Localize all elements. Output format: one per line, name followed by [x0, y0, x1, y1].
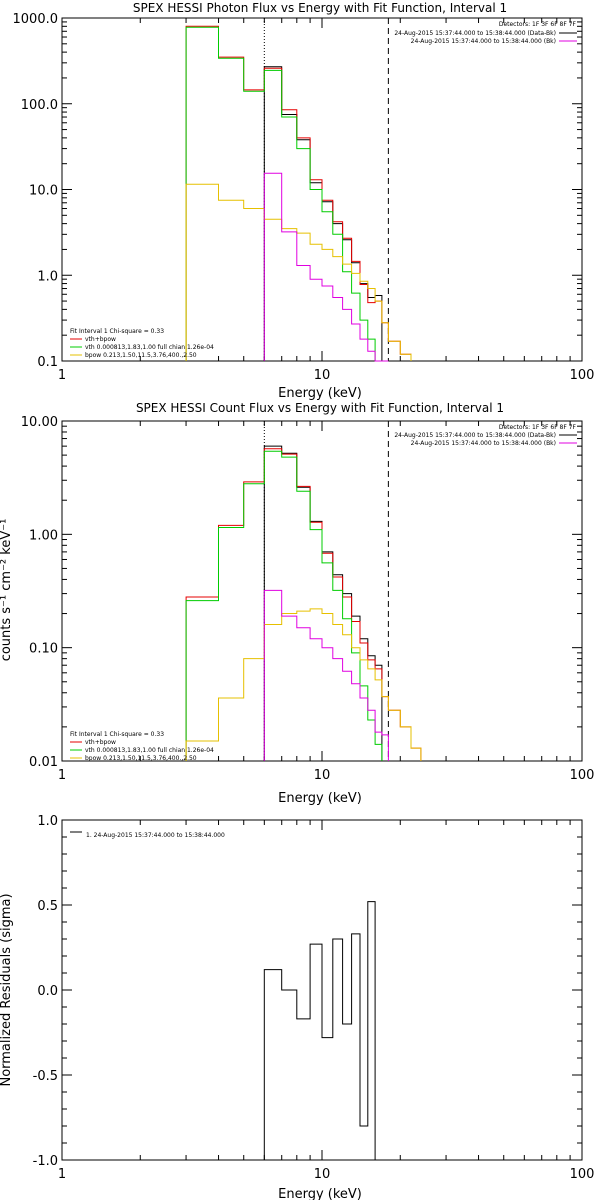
count-x-tick-label: 100	[570, 768, 595, 783]
resid-y-tick-label: -0.5	[33, 1069, 58, 1084]
count-legend-bpow: bpow 0.213,1.50,11.5,3.76,400.,2.50	[85, 755, 197, 762]
photon-info-line-1: Detectors: 1F 3F 6F 8F 7F	[499, 21, 577, 28]
photon-legend-bpow: bpow 0.213,1.50,11.5,3.76,400.,2.50	[85, 352, 197, 359]
count-series-total	[263, 445, 383, 761]
count-y-tick-label: 10.00	[21, 415, 58, 430]
count-y-tick-label: 0.10	[29, 642, 58, 657]
photon-plot-area: 1 10 100 0.1 1.0 10.0 100.0 1000.0	[13, 12, 595, 383]
resid-x-tick-label: 10	[314, 1167, 331, 1182]
resid-y-tick-label: 0.5	[37, 899, 58, 914]
photon-y-ticks: 0.1 1.0 10.0 100.0 1000.0	[13, 12, 582, 370]
count-y-label: counts s⁻¹ cm⁻² keV⁻¹	[0, 519, 14, 662]
photon-series-sum	[185, 25, 412, 361]
resid-series-resid	[263, 901, 376, 1160]
photon-y-tick-label: 10.0	[29, 184, 58, 199]
photon-y-tick-label: 1000.0	[13, 12, 59, 27]
photon-y-tick-label: 100.0	[21, 98, 58, 113]
residual-panel: 1 10 100 -1.0 -0.5 0.0 0.5 1.0 Energy (keV) Nor…	[0, 814, 594, 1200]
residual-y-label: Normalized Residuals (sigma)	[0, 893, 14, 1086]
photon-panel: SPEX HESSI Photon Flux vs Energy with Fi…	[13, 1, 595, 401]
resid-y-tick-label: -1.0	[33, 1154, 58, 1169]
photon-x-tick-label: 100	[570, 368, 595, 383]
photon-series-bkg	[263, 172, 389, 362]
count-x-tick-label: 1	[58, 768, 66, 783]
residual-legend-label: 1. 24-Aug-2015 15:37:44.000 to 15:38:44.…	[86, 832, 225, 839]
resid-y-tick-label: 1.0	[37, 814, 58, 829]
count-x-label: Energy (keV)	[278, 791, 362, 806]
photon-series-vth	[185, 26, 382, 362]
count-series-bpow	[185, 608, 422, 761]
photon-series-bpow	[185, 183, 412, 361]
resid-x-tick-label: 100	[570, 1167, 595, 1182]
count-legend-title: Fit Interval 1 Chi-square = 0.33	[70, 731, 164, 738]
photon-x-label: Energy (keV)	[278, 386, 362, 401]
count-y-tick-label: 1.00	[29, 528, 58, 543]
count-plot-area: 1 10 100 0.01 0.10 1.00 10.00	[21, 415, 595, 783]
photon-y-tick-label: 1.0	[37, 269, 58, 284]
count-legend-sum: vth+bpow	[85, 739, 116, 746]
photon-info-line-2: 24-Aug-2015 15:37:44.000 to 15:38:44.000…	[394, 30, 556, 37]
count-info-line-3: 24-Aug-2015 15:37:44.000 to 15:38:44.000…	[411, 440, 556, 447]
count-title: SPEX HESSI Count Flux vs Energy with Fit…	[136, 401, 504, 415]
photon-title: SPEX HESSI Photon Flux vs Energy with Fi…	[133, 1, 507, 15]
count-panel: SPEX HESSI Count Flux vs Energy with Fit…	[0, 401, 594, 806]
residual-plot-area: 1 10 100 -1.0 -0.5 0.0 0.5 1.0	[33, 814, 595, 1182]
count-x-ticks: 1 10 100	[58, 421, 595, 783]
photon-x-tick-label: 10	[314, 368, 331, 383]
photon-series-total	[263, 66, 383, 361]
photon-x-tick-label: 1	[58, 368, 66, 383]
resid-x-ticks: 1 10 100	[58, 820, 595, 1182]
count-info-line-2: 24-Aug-2015 15:37:44.000 to 15:38:44.000…	[394, 432, 556, 439]
count-x-tick-label: 10	[314, 768, 331, 783]
count-y-tick-label: 0.01	[29, 755, 58, 770]
resid-y-tick-label: 0.0	[37, 984, 58, 999]
count-series-bkg	[263, 589, 389, 761]
photon-legend-title: Fit Interval 1 Chi-square = 0.33	[70, 328, 164, 335]
count-frame	[61, 420, 583, 762]
photon-legend-sum: vth+bpow	[85, 336, 116, 343]
count-info-line-1: Detectors: 1F 3F 6F 8F 7F	[499, 424, 577, 431]
count-series-vth	[185, 450, 383, 761]
count-legend-vth: vth 0.000813,1.83,1.00 full chian 1.26e-…	[85, 747, 214, 754]
resid-y-ticks: -1.0 -0.5 0.0 0.5 1.0	[33, 814, 582, 1169]
count-series-sum	[185, 448, 422, 761]
residual-x-label: Energy (keV)	[278, 1187, 362, 1200]
photon-legend-vth: vth 0.000813,1.83,1.00 full chian 1.26e-…	[85, 344, 214, 351]
count-y-ticks: 0.01 0.10 1.00 10.00	[21, 415, 582, 770]
photon-info-line-3: 24-Aug-2015 15:37:44.000 to 15:38:44.000…	[411, 38, 556, 45]
photon-y-tick-label: 0.1	[37, 355, 58, 370]
resid-x-tick-label: 1	[58, 1167, 66, 1182]
